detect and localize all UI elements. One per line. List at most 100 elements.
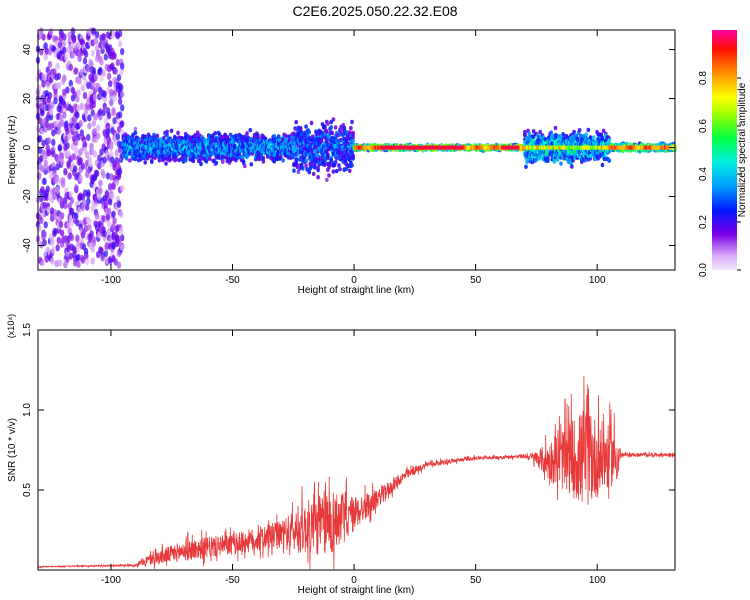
spectrogram-cell bbox=[133, 156, 138, 162]
spectrogram-cell bbox=[51, 150, 56, 158]
spectrogram-cell bbox=[106, 207, 112, 215]
spectrogram-cell bbox=[117, 30, 123, 38]
spectrogram-cell bbox=[74, 67, 79, 75]
spectrogram-cell bbox=[76, 245, 81, 253]
spectrogram-cell bbox=[112, 117, 117, 125]
spectrogram-cell bbox=[120, 90, 125, 99]
spectrogram-cell bbox=[73, 165, 78, 173]
spectrogram-cell bbox=[80, 84, 86, 92]
spectrogram-cell bbox=[53, 97, 58, 105]
spectrogram-cell bbox=[75, 219, 80, 227]
spectrogram-cell bbox=[43, 53, 48, 61]
spectrogram-cell bbox=[170, 139, 175, 144]
spectrogram-cell bbox=[58, 220, 64, 229]
spectrogram-cell bbox=[120, 243, 125, 252]
spectrogram-cell bbox=[89, 61, 94, 69]
spectrogram-cell bbox=[120, 120, 125, 128]
spectrogram-cell bbox=[55, 186, 60, 194]
spectrogram-cell bbox=[104, 190, 110, 198]
spectrogram-cell bbox=[38, 135, 43, 143]
spectrogram-cell bbox=[77, 77, 82, 85]
spectrogram-cell bbox=[248, 128, 253, 133]
spectrogram-cell bbox=[316, 175, 320, 180]
spectrogram-cell bbox=[42, 231, 47, 239]
spectrogram-cell bbox=[80, 256, 86, 264]
spectrogram-cell bbox=[58, 106, 64, 114]
spectrogram-cell bbox=[319, 139, 324, 144]
spectrogram-cell bbox=[64, 135, 69, 143]
spectrogram-cell bbox=[96, 132, 101, 140]
spectrogram-cell bbox=[112, 217, 117, 225]
spectrogram-cell bbox=[51, 129, 56, 137]
spectrogram-cell bbox=[112, 52, 117, 60]
spectrogram-cell bbox=[105, 128, 111, 136]
spectrogram-cell bbox=[304, 124, 308, 129]
spectrogram-cell bbox=[75, 111, 80, 119]
spectrogram-cell bbox=[322, 124, 327, 129]
spectrogram-cell bbox=[57, 259, 63, 267]
spectrogram-cell bbox=[195, 130, 200, 135]
spectrogram-cell bbox=[62, 74, 67, 82]
spectrogram-cell bbox=[261, 159, 266, 164]
spectrogram-cell bbox=[53, 82, 58, 90]
spectrogram-cell bbox=[38, 146, 43, 154]
spectrogram-cell bbox=[150, 158, 154, 164]
spectrogram-cell bbox=[291, 153, 295, 159]
spectrogram-cell bbox=[99, 58, 104, 66]
spectrogram-cell bbox=[54, 177, 59, 185]
spectrogram-cell bbox=[78, 157, 83, 165]
spectrogram-cell bbox=[102, 230, 107, 238]
spectrogram-cell bbox=[331, 169, 336, 174]
spectrogram-cell bbox=[105, 213, 111, 221]
spectrogram-cell bbox=[93, 73, 99, 81]
spectrogram-cell bbox=[577, 128, 582, 133]
spectrogram-cell bbox=[40, 259, 45, 267]
spectrogram-cell bbox=[101, 215, 106, 223]
spectrogram-cell bbox=[73, 247, 78, 255]
spectrogram-cell bbox=[165, 129, 169, 134]
spectrogram-cell bbox=[108, 80, 113, 88]
spectrogram-cell bbox=[97, 162, 102, 170]
spectrogram-cell bbox=[62, 106, 67, 114]
spectrogram-cell bbox=[68, 190, 74, 199]
spectrogram-cell bbox=[63, 201, 68, 210]
spectrogram-cell bbox=[102, 90, 107, 98]
spectrogram-cell bbox=[45, 185, 50, 193]
spectrogram-cell bbox=[87, 217, 92, 226]
spectrogram-cell bbox=[133, 126, 138, 132]
spectrogram-cell bbox=[62, 111, 67, 119]
spectrogram-cell bbox=[592, 135, 596, 140]
spectrogram-cell bbox=[117, 111, 123, 119]
spectrogram-cell bbox=[109, 173, 114, 181]
spectrogram-cell bbox=[572, 129, 576, 135]
spectrogram-cell bbox=[50, 257, 55, 265]
spectrogram-cell bbox=[56, 236, 61, 244]
spectrogram-cell bbox=[91, 27, 97, 35]
spectrogram-cell bbox=[333, 125, 338, 130]
spectrogram-cell bbox=[334, 168, 339, 174]
spectrogram-cell bbox=[120, 184, 125, 192]
spectrogram-cell bbox=[94, 169, 100, 178]
spectrogram-cell bbox=[52, 192, 57, 200]
spectrogram-cell bbox=[234, 133, 238, 138]
spectrogram-cell bbox=[62, 46, 67, 54]
spectrogram-cell bbox=[213, 131, 217, 136]
spectrogram-cell bbox=[101, 33, 106, 41]
spectrogram-cell bbox=[199, 161, 203, 167]
spectrogram-cell bbox=[87, 114, 92, 122]
spectrogram-cell bbox=[46, 206, 52, 214]
spectrogram-cell bbox=[337, 163, 341, 168]
spectrogram-cell bbox=[164, 161, 168, 166]
spectrogram-cell bbox=[221, 159, 225, 164]
spectrogram-cell bbox=[59, 158, 65, 166]
spectrogram-cell bbox=[103, 250, 109, 258]
spectrogram-cell bbox=[77, 54, 82, 63]
spectrogram-cell bbox=[128, 158, 132, 163]
spectrogram-cell bbox=[47, 60, 53, 69]
spectrogram-cell bbox=[294, 120, 299, 125]
spectrogram-cell bbox=[42, 239, 47, 247]
spectrogram-cell bbox=[109, 88, 114, 96]
spectrogram-cell bbox=[41, 73, 46, 81]
spectrogram-cell bbox=[88, 160, 93, 168]
spectrogram-cell bbox=[348, 168, 352, 173]
